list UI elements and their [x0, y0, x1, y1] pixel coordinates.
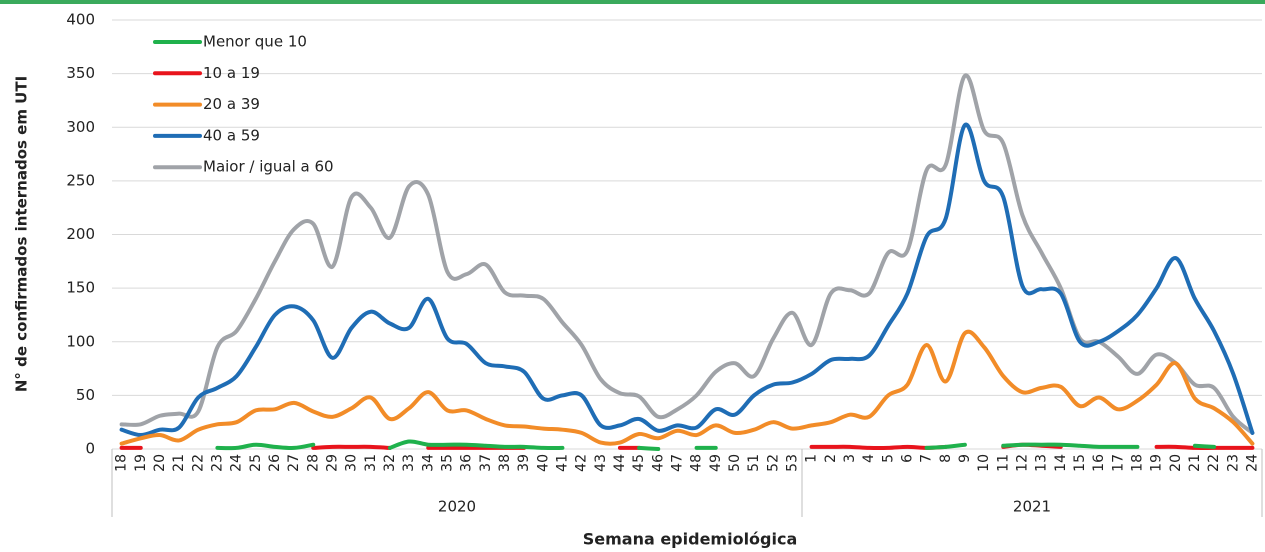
x-tick-label: 51	[746, 454, 762, 472]
x-tick-label: 48	[689, 454, 705, 472]
x-tick-label: 52	[765, 454, 781, 472]
series-line	[119, 442, 1255, 451]
x-tick-label: 21	[1187, 454, 1203, 472]
x-tick-label: 17	[1110, 454, 1126, 472]
x-tick-label: 30	[344, 454, 360, 472]
y-tick-label: 400	[66, 11, 95, 29]
y-tick-label: 200	[66, 225, 95, 243]
x-tick-label: 24	[1244, 454, 1260, 472]
x-tick-label: 11	[995, 454, 1011, 472]
x-tick-label: 2	[823, 454, 839, 463]
y-axis-title: N° de confirmados internados em UTI	[13, 76, 31, 392]
legend-label: 10 a 19	[203, 64, 260, 82]
series-line	[119, 73, 1255, 435]
series-line	[215, 439, 1217, 451]
x-tick-label: 47	[669, 454, 685, 472]
x-tick-label: 33	[401, 454, 417, 472]
x-tick-label: 42	[574, 454, 590, 472]
x-tick-label: 3	[842, 454, 858, 463]
x-tick-label: 24	[229, 454, 245, 472]
x-tick-label: 19	[1149, 454, 1165, 472]
x-tick-label: 7	[919, 454, 935, 463]
legend-label: Maior / igual a 60	[203, 158, 334, 176]
legend-label: Menor que 10	[203, 33, 307, 51]
x-tick-label: 45	[631, 454, 647, 472]
series-line	[119, 329, 1255, 446]
x-tick-label: 36	[459, 454, 475, 472]
legend-label: 40 a 59	[203, 126, 260, 144]
x-tick-label: 25	[248, 454, 264, 472]
x-tick-label: 9	[957, 454, 973, 463]
x-tick-label: 22	[190, 454, 206, 472]
x-tick-label: 27	[286, 454, 302, 472]
y-tick-label: 250	[66, 171, 95, 189]
x-tick-label: 8	[938, 454, 954, 463]
y-tick-label: 50	[76, 386, 95, 404]
x-tick-label: 34	[420, 454, 436, 472]
x-tick-label: 28	[305, 454, 321, 472]
y-tick-label: 100	[66, 332, 95, 350]
x-tick-label: 19	[133, 454, 149, 472]
x-tick-label: 12	[1014, 454, 1030, 472]
x-tick-label: 4	[861, 454, 877, 463]
x-tick-label: 18	[114, 454, 130, 472]
y-tick-label: 300	[66, 118, 95, 136]
series-line	[119, 122, 1255, 438]
x-tick-label: 49	[708, 454, 724, 472]
group-label: 2020	[438, 498, 476, 516]
x-tick-label: 22	[1206, 454, 1222, 472]
x-tick-label: 23	[1225, 454, 1241, 472]
x-tick-label: 13	[1034, 454, 1050, 472]
x-tick-label: 40	[535, 454, 551, 472]
x-tick-label: 31	[363, 454, 379, 472]
x-tick-label: 38	[497, 454, 513, 472]
x-tick-label: 15	[1072, 454, 1088, 472]
x-tick-label: 26	[267, 454, 283, 472]
x-tick-label: 23	[209, 454, 225, 472]
x-tick-label: 53	[784, 454, 800, 472]
x-tick-label: 14	[1053, 454, 1069, 472]
x-tick-label: 41	[554, 454, 570, 472]
legend-label: 20 a 39	[203, 95, 260, 113]
x-tick-label: 29	[324, 454, 340, 472]
x-tick-label: 46	[650, 454, 666, 472]
y-tick-label: 0	[85, 440, 95, 458]
x-tick-label: 37	[478, 454, 494, 472]
x-tick-label: 32	[382, 454, 398, 472]
x-tick-label: 39	[516, 454, 532, 472]
x-tick-label: 5	[880, 454, 896, 463]
x-tick-label: 20	[1168, 454, 1184, 472]
x-axis-title: Semana epidemiológica	[583, 530, 798, 549]
group-label: 2021	[1013, 498, 1051, 516]
x-tick-label: 20	[152, 454, 168, 472]
x-tick-label: 6	[899, 454, 915, 463]
x-tick-label: 43	[593, 454, 609, 472]
x-tick-label: 1	[804, 454, 820, 463]
y-tick-label: 150	[66, 279, 95, 297]
x-tick-label: 44	[612, 454, 628, 472]
x-tick-label: 10	[976, 454, 992, 472]
x-tick-label: 35	[439, 454, 455, 472]
x-tick-label: 50	[727, 454, 743, 472]
x-tick-label: 16	[1091, 454, 1107, 472]
y-tick-label: 350	[66, 64, 95, 82]
x-tick-label: 21	[171, 454, 187, 472]
x-tick-label: 18	[1129, 454, 1145, 472]
top-stripe	[0, 0, 1265, 4]
